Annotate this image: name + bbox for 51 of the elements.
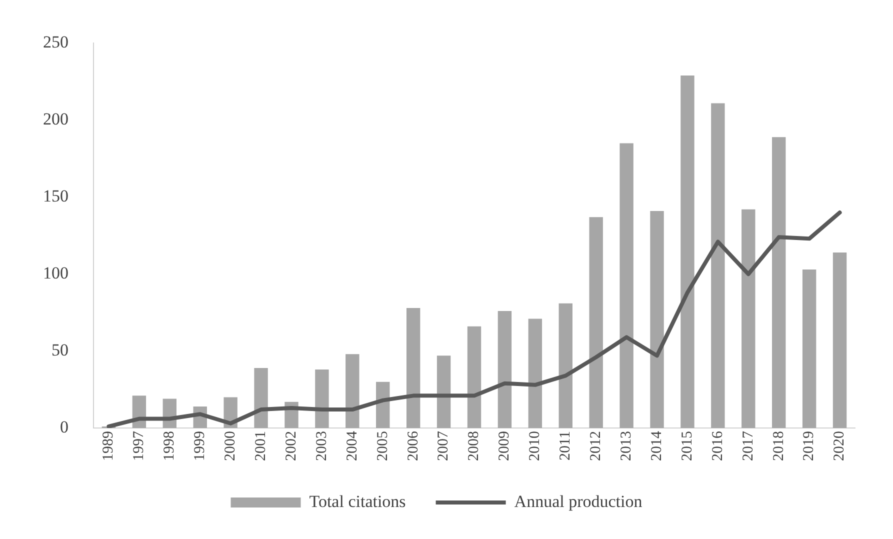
x-tick-label: 2010 [527, 431, 544, 461]
x-tick-label: 2009 [496, 431, 513, 461]
x-tick-label: 2000 [222, 431, 239, 461]
x-tick-label: 2008 [466, 431, 482, 461]
x-tick-label: 2006 [405, 430, 422, 461]
x-tick-label: 2017 [740, 430, 756, 461]
bar [558, 303, 572, 428]
x-tick-label: 2007 [436, 430, 452, 461]
bar [620, 143, 634, 428]
x-tick-label: 2018 [770, 431, 787, 461]
x-tick-label: 2012 [588, 431, 604, 461]
bar [498, 311, 512, 428]
x-tick-label: 1989 [100, 431, 117, 461]
bar [589, 217, 603, 428]
bar [802, 269, 816, 428]
bar [711, 103, 725, 428]
x-tick-label: 2003 [314, 431, 330, 461]
legend-label: Annual production [514, 492, 643, 511]
x-tick-label: 2016 [710, 430, 726, 461]
bar [772, 137, 786, 428]
bar [436, 356, 451, 428]
x-tick-label: 2014 [648, 430, 665, 461]
bar [315, 370, 329, 428]
bar [650, 210, 664, 428]
y-tick-label: 0 [60, 417, 68, 436]
y-tick-label: 100 [43, 264, 68, 283]
x-tick-label: 2005 [374, 431, 391, 461]
x-tick-label: 2001 [252, 431, 269, 461]
x-tick-label: 2011 [558, 431, 574, 460]
bar [528, 318, 542, 428]
y-tick-label: 150 [43, 186, 68, 206]
x-tick-label: 2004 [344, 430, 360, 461]
x-tick-label: 1997 [131, 430, 148, 461]
bar [346, 354, 360, 428]
x-tick-label: 2020 [832, 431, 848, 461]
x-tick-label: 2019 [801, 431, 818, 461]
x-tick-label: 2013 [618, 431, 634, 461]
y-tick-label: 250 [43, 32, 68, 52]
y-tick-label: 50 [52, 340, 68, 360]
x-tick-label: 1999 [192, 431, 208, 461]
x-tick-label: 2015 [679, 431, 696, 461]
bar [742, 209, 756, 428]
legend-label: Total citations [309, 492, 406, 511]
x-tick-label: 2002 [283, 431, 300, 461]
bar [680, 76, 694, 428]
bar [832, 252, 847, 428]
bar [467, 326, 482, 428]
y-tick-label: 200 [43, 110, 68, 129]
bar [406, 308, 420, 428]
x-tick-label: 1998 [162, 431, 178, 461]
bar [254, 368, 268, 428]
